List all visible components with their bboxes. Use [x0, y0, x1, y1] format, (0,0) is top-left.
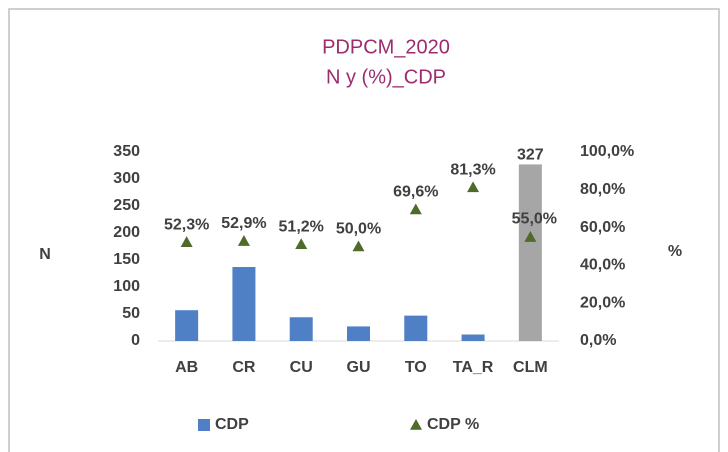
x-tick-label: TA_R: [453, 359, 494, 376]
y2-tick-label: 40,0%: [580, 257, 625, 274]
data-label: 52,9%: [221, 215, 266, 232]
data-label: 81,3%: [450, 162, 495, 179]
y-tick-label: 350: [113, 143, 140, 160]
marker: [409, 203, 422, 215]
x-tick-label: GU: [347, 359, 371, 376]
marker: [467, 181, 480, 193]
y2-tick-label: 0,0%: [580, 332, 616, 349]
x-tick-label: CR: [232, 359, 256, 376]
legend-swatch: [198, 419, 210, 431]
bar: [289, 317, 313, 341]
bar: [461, 334, 485, 341]
data-label: 327: [517, 147, 544, 164]
y-tick-label: 300: [113, 170, 140, 187]
data-label: 51,2%: [279, 218, 324, 235]
x-tick-label: CU: [290, 359, 313, 376]
y-tick-label: 50: [122, 305, 140, 322]
marker: [524, 231, 537, 242]
legend-marker: [410, 419, 422, 430]
marker: [237, 235, 250, 246]
marker: [180, 236, 193, 247]
bar: [347, 326, 370, 341]
x-tick-label: TO: [405, 359, 427, 376]
bar: [175, 310, 199, 341]
x-tick-label: AB: [175, 359, 198, 376]
y2-tick-label: 20,0%: [580, 294, 625, 311]
marker: [295, 238, 308, 250]
y-tick-label: 250: [113, 197, 140, 214]
y-tick-label: 100: [113, 278, 140, 295]
bar: [232, 267, 256, 341]
chart-frame: [8, 8, 720, 452]
y-axis-label: N: [39, 246, 51, 263]
y-tick-label: 150: [113, 251, 140, 268]
data-label: 52,3%: [164, 216, 209, 233]
y2-tick-label: 60,0%: [580, 219, 625, 236]
y2-tick-label: 80,0%: [580, 181, 625, 198]
bar: [404, 315, 428, 341]
marker: [352, 240, 365, 252]
legend-label: CDP: [215, 416, 249, 433]
legend-label: CDP %: [427, 416, 479, 433]
chart-subtitle: N y (%)_CDP: [326, 66, 446, 88]
chart-title: PDPCM_2020: [322, 36, 450, 58]
data-label: 55,0%: [512, 210, 557, 227]
y2-tick-label: 100,0%: [580, 143, 634, 160]
data-label: 69,6%: [393, 184, 438, 201]
y-tick-label: 200: [113, 224, 140, 241]
y-tick-label: 0: [131, 332, 140, 349]
data-label: 50,0%: [336, 221, 381, 238]
bar: [518, 164, 542, 341]
x-tick-label: CLM: [513, 359, 548, 376]
y2-axis-label: %: [668, 243, 682, 260]
